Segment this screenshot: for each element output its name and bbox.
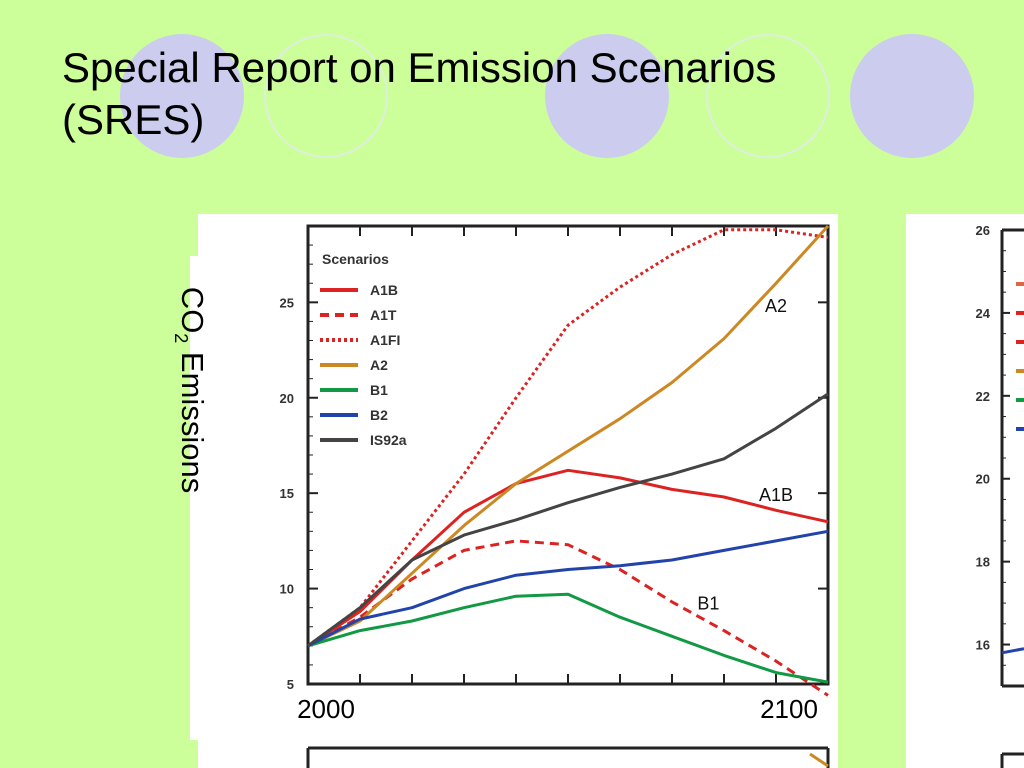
legend-label-b1: B1: [370, 382, 388, 398]
y-tick-label: 25: [280, 295, 294, 310]
right-y-tick-label: 24: [976, 306, 991, 321]
annotation-a1b: A1B: [759, 485, 793, 505]
slide-title-line2: (SRES): [62, 96, 205, 143]
legend-label-a1t: A1T: [370, 307, 397, 323]
legend-title: Scenarios: [322, 251, 389, 267]
x-tick-label-end: 2100: [760, 694, 818, 724]
y-tick-label: 15: [280, 486, 294, 501]
lower-chart-panel: [198, 740, 838, 768]
annotation-b1: B1: [697, 594, 719, 614]
legend-label-is92a: IS92a: [370, 432, 407, 448]
legend-label-b2: B2: [370, 407, 388, 423]
slide-title-line1: Special Report on Emission Scenarios: [62, 44, 777, 91]
legend-label-a1fi: A1FI: [370, 332, 400, 348]
series-line-b1: [307, 592, 829, 684]
main-chart-panel-body: [198, 214, 838, 740]
right-chart-panel: [906, 214, 1024, 768]
x-tick-label-start: 2000: [297, 694, 355, 724]
right-series-line: [1001, 647, 1024, 655]
series-line-is92a: [307, 392, 829, 648]
decorative-circle-3: [545, 34, 669, 158]
decorative-circle-1: [120, 34, 244, 158]
right-y-tick-label: 22: [976, 389, 990, 404]
right-partial-chart: 16 18 20 22 24 26: [976, 223, 1024, 768]
y-tick-label: 5: [287, 677, 294, 692]
series-line-a1b: [307, 468, 829, 648]
right-y-tick-label: 18: [976, 555, 990, 570]
y-tick-label: 10: [280, 582, 294, 597]
lower-chart-frame: [306, 746, 830, 768]
decorative-circle-4: [706, 34, 830, 158]
series-line-a1t: [307, 539, 829, 697]
right-y-tick-label: 20: [976, 472, 990, 487]
co2-emissions-chart: 5 10 15 20 25 Scenarios A1B A1T A1FI A2 B1 B2 IS92a…: [280, 224, 830, 697]
right-y-tick-label: 16: [976, 638, 990, 653]
legend-label-a2: A2: [370, 357, 388, 373]
annotation-a2: A2: [765, 296, 787, 316]
y-tick-label: 20: [280, 391, 294, 406]
decorative-circle-5: [850, 34, 974, 158]
legend-label-a1b: A1B: [370, 282, 398, 298]
series-line-b2: [307, 529, 829, 648]
series-line-a2: [307, 224, 830, 648]
slide-title: Special Report on Emission Scenarios (SR…: [62, 42, 776, 146]
decorative-circle-2: [264, 34, 388, 158]
right-y-tick-label: 26: [976, 223, 990, 238]
series-line-a1fi: [307, 228, 829, 648]
